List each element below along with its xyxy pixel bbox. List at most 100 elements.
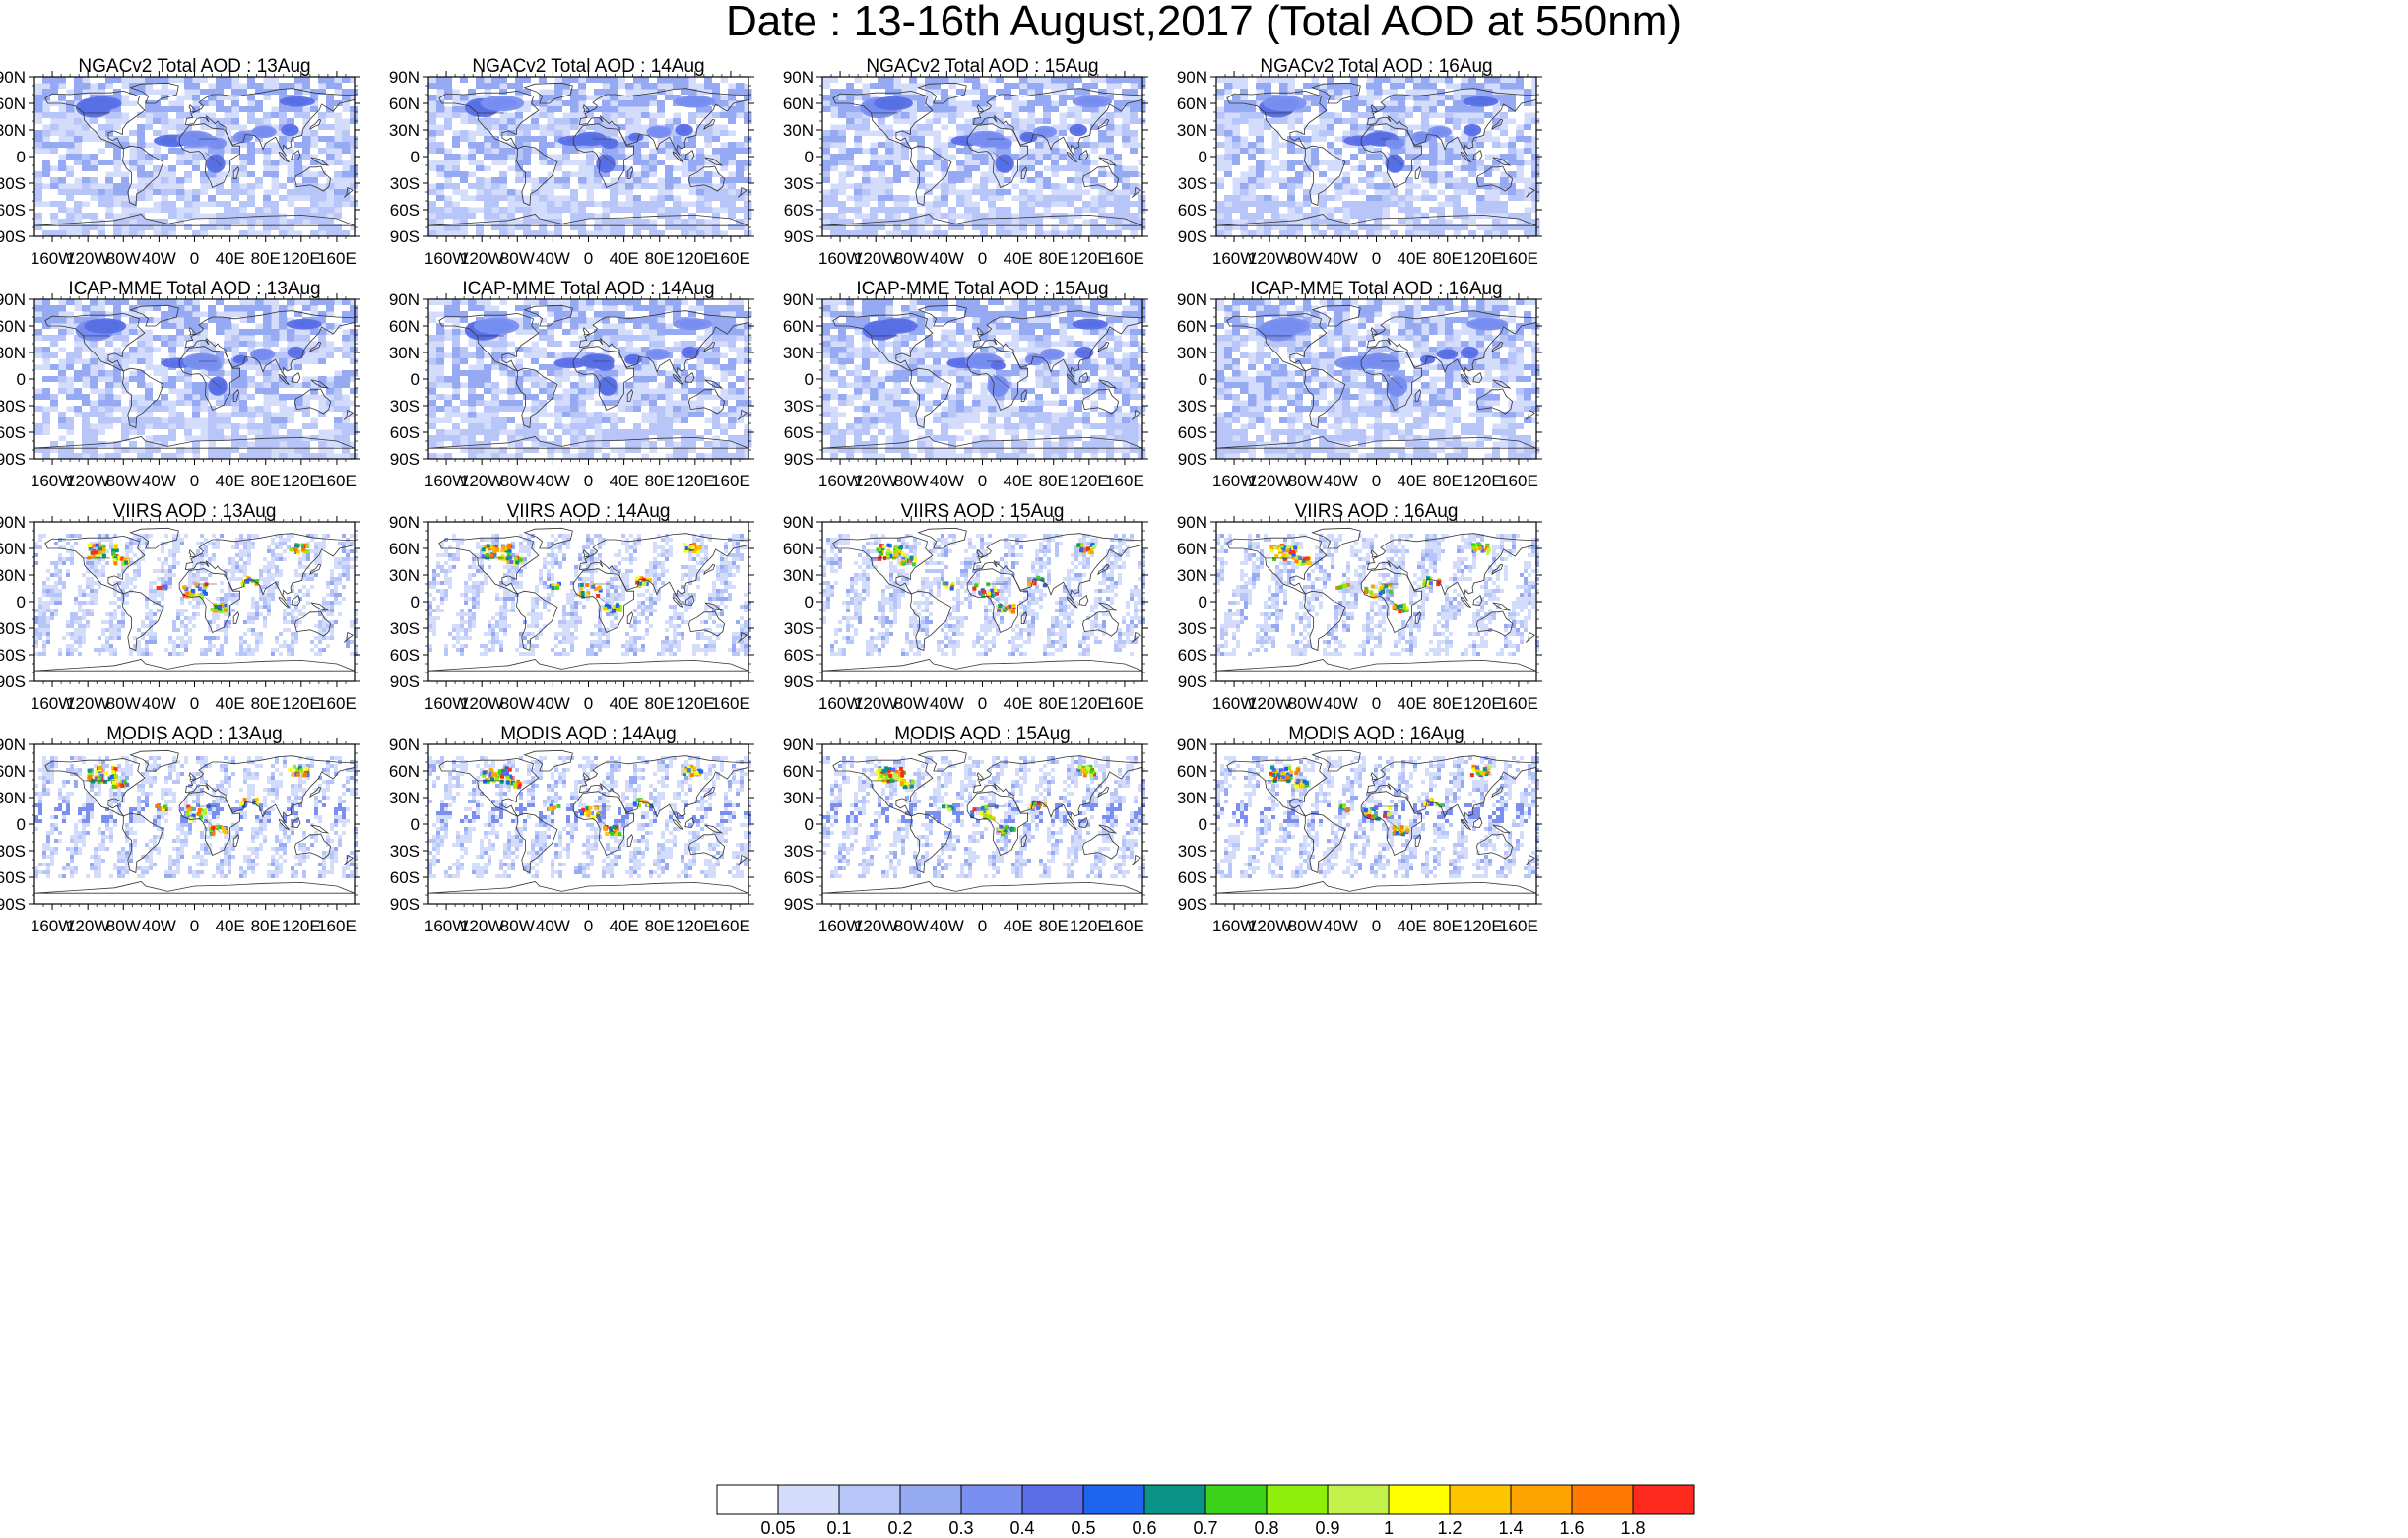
lon-label: 80W [500,917,535,935]
lat-label: 30N [0,121,26,140]
coastline-nz [1131,186,1141,198]
coastline-eurasia [1367,88,1537,157]
lon-label: 0 [1372,249,1381,268]
coastline-sa [1303,145,1346,207]
panel-title: MODIS AOD : 14Aug [500,724,677,744]
colorbar-box [777,1484,840,1515]
panel-title: NGACv2 Total AOD : 16Aug [1260,56,1493,77]
coastline-uk [582,104,590,113]
coastline-na [832,535,934,595]
coastline-eurasia [185,88,356,157]
colorbar-label: 1.4 [1498,1518,1523,1538]
lon-label: 80E [645,249,675,268]
coastline-africa [1360,568,1422,634]
lon-label: 160W [818,249,862,268]
lat-label: 90S [1178,450,1207,469]
coastline-nz [343,409,354,420]
lon-label: 160E [1499,694,1538,713]
coastline-sumatra [1066,373,1078,386]
coastline-nz [737,409,748,420]
lon-label: 40W [142,472,176,490]
lon-label: 80E [1039,472,1069,490]
lon-label: 160W [31,249,74,268]
lon-label: 40E [1003,249,1032,268]
lon-label: 80E [1039,694,1069,713]
lat-label: 60S [1178,423,1207,442]
aod-field [1216,534,1539,656]
lon-label: 160W [1212,249,1256,268]
lat-label: 30S [784,174,814,193]
aod-field [1216,77,1540,237]
lon-label: 160E [1105,472,1144,490]
lon-label: 40W [930,249,964,268]
coastline-newguinea [704,602,724,611]
coastline-uk [188,772,196,781]
lon-label: 80E [645,472,675,490]
lon-label: 120W [1248,917,1291,935]
coastline-madagascar [626,834,634,847]
coastline-eurasia [1367,310,1537,379]
lon-label: 120E [282,472,321,490]
lon-label: 120W [1248,694,1291,713]
coastline-madagascar [626,166,634,179]
coastline-madagascar [232,389,240,402]
coastline-antarctica [1215,436,1537,449]
coastline-na [438,312,540,372]
coastline-antarctica [821,659,1143,672]
lon-label: 120E [282,694,321,713]
coastline-greenland [523,527,573,549]
lat-label: 30N [1177,344,1207,362]
coastline-newguinea [1098,602,1118,611]
coastline-uk [976,327,984,336]
coastline-madagascar [1414,611,1422,624]
coastline-eurasia [973,310,1143,379]
map-panel-viirs-15: VIIRS AOD : 15Aug 90N 60N 30N 0 30S 60S 90S 160W… [783,502,1181,721]
coastline-na [438,90,540,150]
coastline-africa [572,791,634,857]
coastline-australia [1082,388,1120,415]
border-line [993,597,1009,611]
lon-label: 0 [190,917,199,935]
lon-label: 40W [1324,249,1358,268]
lat-label: 60N [0,95,26,113]
colorbar-label: 1.8 [1620,1518,1645,1538]
panel-title: VIIRS AOD : 13Aug [112,501,277,522]
lon-label: 40E [215,472,244,490]
coastline-borneo [1078,817,1089,829]
aod-field [822,534,1145,656]
coastline-borneo [1472,595,1483,607]
lat-label: 0 [805,593,814,611]
colorbar-box [1571,1484,1634,1515]
coastline-nz [1131,854,1141,865]
lat-label: 30N [0,344,26,362]
coastline-africa [966,346,1028,412]
border-line [1387,374,1403,389]
lon-label: 40E [1397,917,1426,935]
coastline-newguinea [1492,157,1512,166]
lon-label: 160W [424,249,468,268]
lon-label: 40E [1003,917,1032,935]
coastline-sa [121,145,164,207]
lon-label: 40E [1397,249,1426,268]
lon-label: 120W [460,249,503,268]
coastline-madagascar [1020,389,1028,402]
coastline-sa [515,590,558,652]
aod-field [34,77,358,237]
coastline-borneo [1472,817,1483,829]
colorbar-label: 1 [1384,1518,1394,1538]
coastline-australia [688,610,726,637]
lon-label: 40W [142,694,176,713]
colorbar-box [1266,1484,1329,1515]
coastline-greenland [917,527,967,549]
coastline-madagascar [232,166,240,179]
coastline-eurasia [973,755,1143,824]
coastline-madagascar [626,611,634,624]
panel-title: ICAP-MME Total AOD : 15Aug [856,279,1109,299]
lon-label: 0 [584,694,593,713]
lat-label: 0 [805,370,814,389]
